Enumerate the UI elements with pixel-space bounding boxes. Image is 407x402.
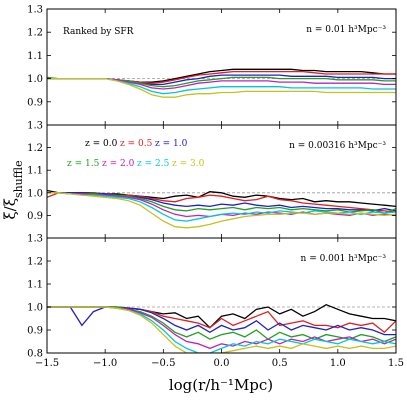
y-axis-label: ξ/ξshuffle (1, 160, 25, 219)
legend-entry: z = 2.0 (102, 159, 135, 169)
plot-area (47, 9, 396, 125)
x-tick-label: 1.5 (388, 358, 404, 369)
panel-top: 1.3 1.2 1.1 1.0 0.9 Ranked by SFR n = 0.01 h³M… (27, 5, 397, 126)
panels: 1.3 1.2 1.1 1.0 0.9 Ranked by SFR n = 0.01 h³M… (27, 5, 404, 370)
y-tick-label: 1.0 (27, 74, 43, 85)
series-line-z-3-0 (47, 77, 396, 98)
x-tick-label: −0.5 (151, 358, 175, 369)
series-group (47, 68, 396, 98)
y-tick-label: 1.3 (27, 121, 43, 132)
annotation-left: Ranked by SFR (63, 27, 134, 37)
x-tick-label: −1.0 (93, 358, 117, 369)
y-tick-label: 1.0 (27, 188, 43, 199)
y-tick-label: 0.9 (27, 211, 43, 222)
y-tick-label: 0.8 (27, 349, 43, 360)
series-line-z-3-0 (47, 306, 396, 353)
plot-area (47, 125, 396, 238)
y-tick-label: 1.1 (27, 51, 43, 62)
panel-middle: 1.3 1.2 1.1 1.0 0.9 n = 0.00316 h³Mpc⁻³ z = 0.… (27, 121, 397, 239)
y-tick-label: 1.3 (27, 5, 43, 16)
panel-bottom: 1.3 1.2 1.1 1.0 0.9 0.8−1.5 −1.0 −0.5 0.0 0.5 1.0 1… (27, 234, 404, 370)
x-tick-label: 1.0 (330, 358, 346, 369)
series-line-z-1-0 (47, 192, 396, 212)
legend-entry: z = 0.5 (120, 139, 153, 149)
legend-entry: z = 0.0 (85, 139, 118, 149)
legend-entry: z = 1.0 (155, 139, 188, 149)
y-tick-label: 1.2 (27, 257, 43, 268)
series-line-z-3-0 (47, 192, 396, 229)
annotation-right: n = 0.00316 h³Mpc⁻³ (289, 141, 386, 151)
y-axis-label-xi: ξ/ξ (1, 198, 19, 220)
y-tick-label: 1.2 (27, 28, 43, 39)
y-tick-label: 1.3 (27, 234, 43, 245)
y-tick-label: 1.2 (27, 143, 43, 154)
y-tick-label: 1.0 (27, 303, 43, 314)
annotation-right: n = 0.001 h³Mpc⁻³ (301, 254, 387, 264)
series-group (47, 303, 396, 353)
y-axis-label-sub: shuffle (12, 160, 25, 198)
x-tick-label: −1.5 (35, 358, 59, 369)
x-tick-label: 0.0 (214, 358, 230, 369)
legend-entry: z = 2.5 (137, 159, 170, 169)
y-tick-label: 0.9 (27, 97, 43, 108)
legend-entry: z = 3.0 (172, 159, 205, 169)
legend-entry: z = 1.5 (67, 159, 100, 169)
x-axis-label: log(r/h⁻¹Mpc) (169, 376, 273, 394)
y-tick-label: 1.1 (27, 166, 43, 177)
series-group (47, 189, 396, 229)
annotation-right: n = 0.01 h³Mpc⁻³ (306, 25, 386, 35)
y-tick-label: 0.9 (27, 326, 43, 337)
x-tick-label: 0.5 (272, 358, 288, 369)
y-tick-label: 1.1 (27, 280, 43, 291)
plot-area (47, 238, 396, 353)
